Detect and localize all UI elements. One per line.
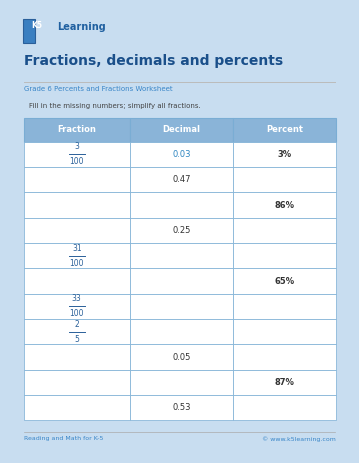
Text: 2: 2 xyxy=(74,320,79,329)
Bar xyxy=(24,269,130,294)
Text: 31: 31 xyxy=(72,244,81,253)
Text: Fractions, decimals and percents: Fractions, decimals and percents xyxy=(24,55,283,69)
Bar xyxy=(233,344,336,369)
Bar xyxy=(24,218,130,243)
Text: Fill in the missing numbers; simplify all fractions.: Fill in the missing numbers; simplify al… xyxy=(29,102,201,108)
Bar xyxy=(130,395,233,420)
Text: 100: 100 xyxy=(70,259,84,268)
Bar xyxy=(233,269,336,294)
Bar xyxy=(130,118,233,142)
Text: 3: 3 xyxy=(74,143,79,151)
Text: 3%: 3% xyxy=(278,150,292,159)
Bar xyxy=(130,319,233,344)
Text: 0.25: 0.25 xyxy=(172,226,191,235)
Text: 100: 100 xyxy=(70,157,84,166)
Bar xyxy=(233,118,336,142)
Bar xyxy=(233,142,336,167)
Bar xyxy=(24,167,130,193)
Bar xyxy=(233,193,336,218)
Text: Percent: Percent xyxy=(266,125,303,134)
Text: 100: 100 xyxy=(70,309,84,318)
Bar xyxy=(24,193,130,218)
Text: 86%: 86% xyxy=(275,200,295,210)
Bar xyxy=(130,269,233,294)
Bar xyxy=(24,369,130,395)
Text: 0.03: 0.03 xyxy=(172,150,191,159)
Text: Fraction: Fraction xyxy=(57,125,96,134)
Bar xyxy=(130,344,233,369)
Bar xyxy=(24,319,130,344)
Text: 5: 5 xyxy=(74,335,79,344)
Bar xyxy=(24,118,130,142)
Text: Grade 6 Percents and Fractions Worksheet: Grade 6 Percents and Fractions Worksheet xyxy=(24,86,172,92)
Bar xyxy=(233,395,336,420)
Text: 0.05: 0.05 xyxy=(172,352,191,362)
Bar xyxy=(233,243,336,269)
Bar xyxy=(23,19,35,43)
Bar xyxy=(130,243,233,269)
Bar xyxy=(130,294,233,319)
Text: 0.47: 0.47 xyxy=(172,175,191,184)
Bar xyxy=(24,395,130,420)
Text: 0.53: 0.53 xyxy=(172,403,191,412)
Bar xyxy=(233,319,336,344)
Bar xyxy=(24,243,130,269)
Bar xyxy=(233,218,336,243)
Bar xyxy=(130,167,233,193)
Text: © www.k5learning.com: © www.k5learning.com xyxy=(262,436,335,442)
Text: Reading and Math for K-5: Reading and Math for K-5 xyxy=(24,436,103,441)
Bar xyxy=(130,369,233,395)
Bar xyxy=(130,142,233,167)
Bar xyxy=(130,193,233,218)
Text: Decimal: Decimal xyxy=(163,125,201,134)
Text: 87%: 87% xyxy=(275,378,295,387)
Text: 33: 33 xyxy=(72,294,81,303)
Text: K5: K5 xyxy=(31,21,42,31)
Bar xyxy=(233,167,336,193)
Bar xyxy=(24,294,130,319)
Bar xyxy=(233,369,336,395)
Bar xyxy=(233,294,336,319)
Text: 65%: 65% xyxy=(275,276,295,286)
Bar xyxy=(130,218,233,243)
Bar xyxy=(24,344,130,369)
Text: Learning: Learning xyxy=(57,22,106,32)
Bar xyxy=(24,142,130,167)
